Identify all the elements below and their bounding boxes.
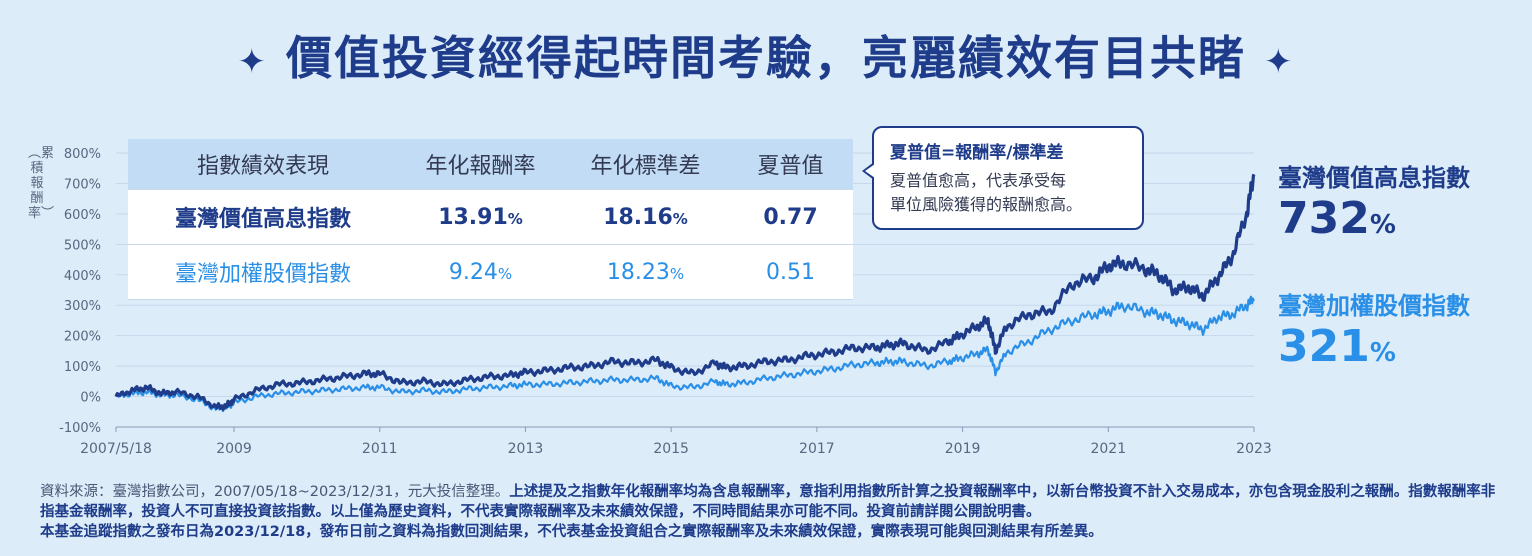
x-tick-label: 2009 — [216, 441, 252, 457]
y-tick-label: 100% — [64, 360, 101, 375]
index-name: 臺灣價值高息指數 — [174, 207, 351, 232]
x-tick-label: 2013 — [508, 441, 544, 457]
footnote-disclaimer: 上述提及之指數年化報酬率均為含息報酬率，意指利用指數所計算之投資報酬率中，以新台… — [40, 484, 1496, 520]
star-icon-left: ✦ — [237, 41, 268, 82]
x-tick-label: 2015 — [653, 441, 689, 457]
series-line-value-high-dividend — [114, 173, 1256, 411]
footnote: 資料來源：臺灣指數公司，2007/05/18~2023/12/31，元大投信整理… — [40, 482, 1500, 542]
legend-series-2: 臺灣加權股價指數 321% — [1278, 286, 1470, 379]
y-tick-label: 700% — [64, 177, 101, 192]
y-tick-label: 300% — [64, 299, 101, 314]
table-header: 夏普值 — [757, 154, 824, 179]
table-header: 年化報酬率 — [425, 154, 536, 179]
y-tick-label: 200% — [64, 330, 101, 345]
legend-series-1: 臺灣價值高息指數 732% — [1278, 158, 1470, 251]
annual-return: 9.24% — [448, 259, 513, 285]
annual-return: 13.91% — [438, 204, 523, 230]
index-name: 臺灣加權股價指數 — [174, 262, 351, 287]
legend-name: 臺灣加權股價指數 — [1278, 292, 1470, 320]
table-header-row: 指數績效表現 年化報酬率 年化標準差 夏普值 — [128, 139, 853, 190]
footnote-source: 資料來源：臺灣指數公司，2007/05/18~2023/12/31，元大投信整理… — [40, 484, 510, 500]
legend-value: 321% — [1278, 321, 1396, 372]
sharpe-ratio: 0.77 — [763, 204, 818, 230]
legend-value: 732% — [1278, 193, 1396, 244]
x-tick-label: 2011 — [362, 441, 398, 457]
series-line-taiex — [115, 295, 1255, 413]
y-tick-label: 600% — [64, 208, 101, 223]
table-header: 年化標準差 — [590, 154, 701, 179]
performance-table: 指數績效表現 年化報酬率 年化標準差 夏普值 臺灣價值高息指數 13.91% 1… — [128, 139, 853, 300]
x-tick-label: 2023 — [1236, 441, 1272, 457]
y-tick-label: 500% — [64, 238, 101, 253]
annual-std: 18.16% — [603, 204, 688, 230]
sharpe-ratio: 0.51 — [766, 259, 815, 285]
tooltip-line: 夏普值愈高，代表承受每 — [890, 171, 1067, 190]
y-tick-label: -100% — [59, 421, 101, 436]
x-tick-label: 2017 — [799, 441, 835, 457]
annual-std: 18.23% — [606, 259, 685, 285]
title-text: 價值投資經得起時間考驗，亮麗績效有目共睹 — [286, 31, 1246, 85]
x-tick-label: 2021 — [1090, 441, 1126, 457]
tooltip-line: 單位風險獲得的報酬愈高。 — [890, 195, 1083, 214]
footnote-backtest: 本基金追蹤指數之發布日為2023/12/18，發布日前之資料為指數回測結果，不代… — [40, 524, 1103, 540]
table-header: 指數績效表現 — [196, 154, 329, 179]
y-tick-label: 400% — [64, 269, 101, 284]
tooltip-title: 夏普值=報酬率/標準差 — [890, 143, 1064, 163]
table-row: 臺灣加權股價指數 9.24% 18.23% 0.51 — [128, 245, 853, 300]
y-tick-label: 0% — [80, 391, 101, 406]
y-tick-label: 800% — [64, 147, 101, 162]
x-tick-label: 2019 — [945, 441, 981, 457]
page-title: ✦ 價值投資經得起時間考驗，亮麗績效有目共睹 ✦ — [0, 22, 1532, 88]
legend-name: 臺灣價值高息指數 — [1278, 164, 1470, 192]
table-row: 臺灣價值高息指數 13.91% 18.16% 0.77 — [128, 190, 853, 245]
star-icon-right: ✦ — [1264, 41, 1295, 82]
x-tick-label: 2007/5/18 — [80, 441, 152, 457]
sharpe-tooltip: 夏普值=報酬率/標準差 夏普值愈高，代表承受每 單位風險獲得的報酬愈高。 — [862, 126, 1144, 230]
